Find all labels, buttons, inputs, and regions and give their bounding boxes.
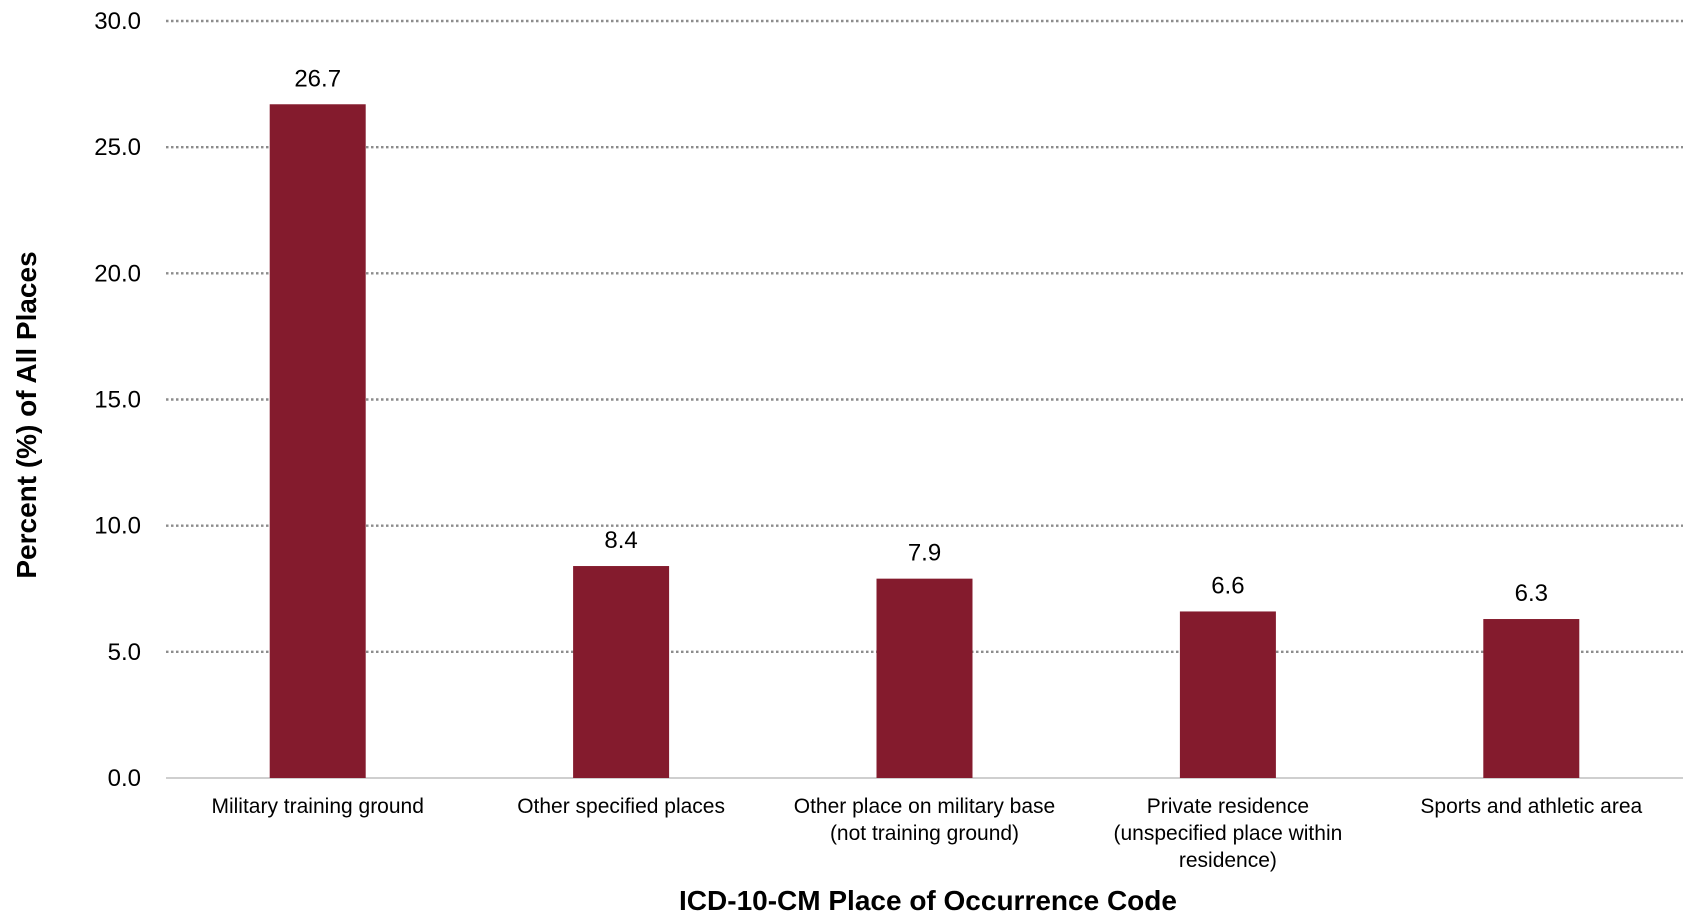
data-label: 7.9 [908, 540, 941, 567]
bar [269, 104, 366, 778]
x-category-label: Sports and athletic area [1420, 795, 1642, 818]
x-category-label-line: Sports and athletic area [1420, 795, 1642, 818]
bar [1179, 611, 1276, 778]
y-tick-label: 0.0 [108, 765, 141, 792]
y-tick-label: 20.0 [94, 260, 141, 287]
x-category-label: Private residence (unspecified place with… [1114, 795, 1343, 872]
y-axis-title: Percent (%) of All Places [11, 251, 42, 578]
x-category-label-line: Other place on military base [794, 795, 1055, 818]
x-axis-categories: Military training ground Other specified … [211, 795, 1642, 872]
data-labels: 26.7 8.4 7.9 6.6 6.3 [294, 65, 1548, 607]
x-category-label-line: Other specified places [517, 795, 725, 818]
x-category-label: Military training ground [211, 795, 423, 818]
bar [876, 578, 973, 778]
y-tick-label: 5.0 [108, 639, 141, 666]
y-axis-ticks: 0.0 5.0 10.0 15.0 20.0 25.0 30.0 [94, 8, 141, 792]
y-tick-label: 10.0 [94, 513, 141, 540]
x-category-label-line: (not training ground) [830, 822, 1019, 845]
data-label: 6.6 [1211, 572, 1244, 599]
x-category-label-line: Military training ground [211, 795, 423, 818]
bar [573, 566, 670, 778]
bar [1483, 619, 1580, 778]
data-label: 6.3 [1515, 580, 1548, 607]
y-tick-label: 25.0 [94, 134, 141, 161]
x-category-label-line: residence) [1179, 849, 1277, 872]
data-label: 8.4 [604, 527, 637, 554]
x-category-label: Other place on military base (not trainin… [794, 795, 1055, 845]
x-axis-title: ICD-10-CM Place of Occurrence Code [679, 885, 1177, 916]
x-category-label: Other specified places [517, 795, 725, 818]
x-category-label-line: Private residence [1147, 795, 1309, 818]
bars [269, 104, 1580, 778]
y-tick-label: 30.0 [94, 8, 141, 35]
x-category-label-line: (unspecified place within [1114, 822, 1343, 845]
y-tick-label: 15.0 [94, 387, 141, 414]
data-label: 26.7 [294, 65, 341, 92]
